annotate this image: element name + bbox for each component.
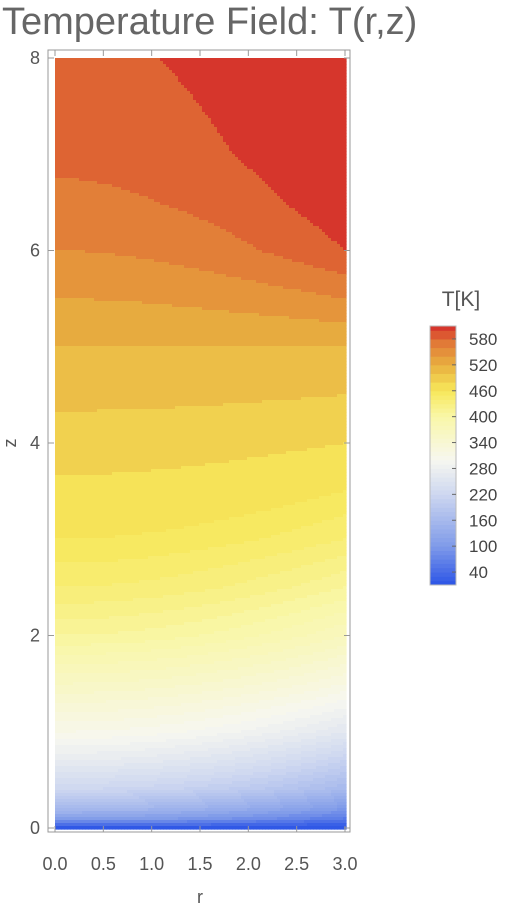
chart-title: Temperature Field: T(r,z)	[2, 1, 417, 43]
contour-field	[55, 58, 347, 830]
